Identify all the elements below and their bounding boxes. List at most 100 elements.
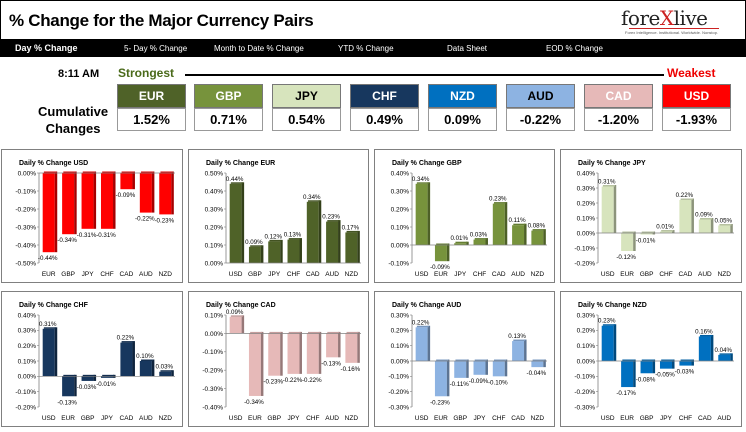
data-label: 0.44% (226, 176, 244, 183)
data-label: -0.22% (302, 377, 322, 384)
bar-side (54, 171, 58, 253)
y-tick-label: -0.40% (15, 242, 36, 249)
chart-eur-svg: Daily % Change EUR 0.50% 0.40% 0.30% 0.20% 0.… (188, 149, 369, 283)
bar-side (730, 224, 733, 233)
bar-nzd (159, 171, 174, 215)
chart-usd-svg: Daily % Change USD 0.00% -0.10% -0.20% -0.30… (1, 149, 183, 283)
y-tick-label: -0.20% (202, 368, 223, 375)
x-tick-label: USD (415, 271, 429, 278)
bar-face (679, 200, 692, 233)
y-tick-label: -0.20% (388, 389, 409, 396)
bar-side (446, 359, 450, 397)
bar-side (171, 370, 174, 377)
y-tick-label: 0.00% (18, 374, 37, 381)
bar-top (494, 359, 506, 361)
tab-data-sheet[interactable]: Data Sheet (447, 44, 488, 53)
bar-nzd (159, 370, 174, 377)
data-label: 0.22% (676, 192, 694, 199)
x-tick-label: NZD (718, 271, 732, 278)
x-tick-label: CAD (120, 271, 134, 278)
x-tick-label: CAD (120, 415, 134, 422)
x-tick-label: JPY (101, 415, 114, 422)
bar-top (455, 241, 468, 244)
tab-ytd-change[interactable]: YTD % Change (338, 44, 394, 53)
data-label: 0.34% (412, 176, 430, 183)
y-tick-label: -0.10% (574, 374, 595, 381)
bar-top (416, 325, 429, 328)
x-tick-label: CAD (679, 271, 693, 278)
data-label: -0.09% (430, 264, 450, 271)
x-tick-label: CHF (659, 271, 672, 278)
bar-side (672, 230, 675, 233)
forexlive-logo[interactable]: foreXlive Forex Intelligence. Institutio… (621, 3, 745, 39)
bar-jpy (268, 239, 283, 263)
bar-eur (62, 374, 77, 397)
data-label: 0.16% (695, 328, 713, 335)
logo-text: foreXlive (621, 6, 708, 30)
bar-nzd (345, 230, 360, 263)
y-tick-label: 0.10% (391, 224, 410, 231)
tab-month-to-date-change[interactable]: Month to Date % Change (214, 44, 304, 53)
bar-face (434, 361, 447, 397)
x-tick-label: EUR (434, 271, 448, 278)
bar-top (661, 359, 674, 361)
currency-box-jpy: JPY 0.54% (272, 84, 341, 131)
bar-face (229, 316, 242, 334)
bar-top (43, 327, 56, 329)
bar-eur (621, 231, 636, 251)
y-tick-label: 0.20% (391, 328, 410, 335)
data-label: -0.13% (321, 360, 341, 367)
currency-code: AUD (506, 84, 575, 108)
bar-side (633, 231, 636, 251)
bar-side (74, 171, 77, 235)
y-tick-label: 0.00% (18, 170, 37, 177)
data-label: 0.23% (489, 196, 507, 203)
data-label: 0.23% (598, 318, 616, 325)
y-tick-label: 0.20% (205, 224, 224, 231)
y-tick-label: 0.00% (391, 242, 410, 249)
x-tick-label: GBP (267, 415, 281, 422)
y-tick-label: -0.30% (15, 224, 36, 231)
bar-side (466, 359, 469, 378)
data-label: 0.03% (470, 232, 488, 239)
y-tick-label: 0.00% (205, 331, 224, 338)
tab-eod-change[interactable]: EOD % Change (546, 44, 603, 53)
bar-side (338, 220, 341, 263)
bar-top (269, 239, 282, 242)
bar-top (141, 171, 154, 173)
chart-title: Daily % Change NZD (578, 302, 647, 309)
tab-day-change[interactable]: Day % Change (15, 43, 78, 53)
bar-face (268, 241, 281, 263)
x-tick-label: GBP (248, 271, 262, 278)
bar-side (543, 229, 546, 245)
bar-face (718, 354, 731, 361)
bar-top (494, 202, 506, 204)
tab-5-day-change[interactable]: 5- Day % Change (124, 44, 188, 53)
y-tick-label: 0.40% (205, 188, 224, 195)
x-tick-label: CHF (679, 415, 692, 422)
chart-aud: Daily % Change AUD 0.30% 0.20% 0.10% 0.00% -0… (374, 291, 555, 427)
x-tick-label: AUD (325, 415, 339, 422)
data-label: -0.12% (616, 254, 636, 261)
bar-face (345, 333, 358, 363)
y-tick-label: -0.50% (15, 260, 36, 267)
bar-usd (229, 315, 245, 334)
bar-face (640, 361, 653, 374)
bar-nzd (345, 331, 360, 363)
bar-side (691, 198, 694, 233)
chart-title: Daily % Change AUD (392, 302, 461, 309)
bar-face (531, 361, 544, 368)
bar-top (346, 331, 359, 334)
bar-face (81, 173, 94, 229)
bar-side (260, 245, 264, 263)
bar-face (679, 361, 692, 366)
bar-eur (434, 243, 450, 262)
bar-top (269, 331, 282, 334)
strength-scale-line (185, 74, 664, 76)
y-tick-label: 0.20% (391, 206, 410, 213)
bar-face (415, 183, 428, 245)
bar-face (100, 173, 114, 229)
bar-face (229, 183, 242, 263)
bar-usd (601, 185, 617, 233)
y-tick-label: -0.40% (202, 404, 223, 411)
